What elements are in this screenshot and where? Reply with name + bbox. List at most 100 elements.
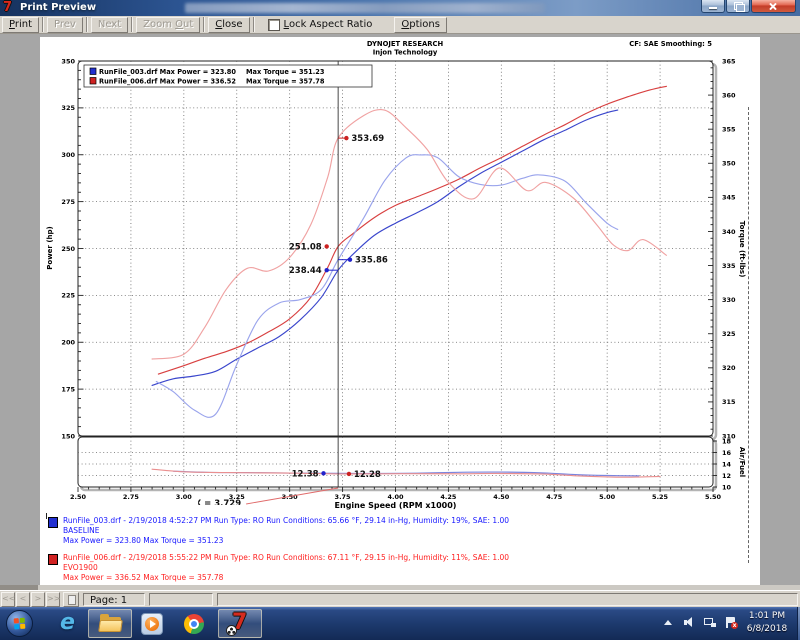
- soccer-ball-icon: [226, 625, 237, 636]
- toolbar-button-print[interactable]: Print: [2, 16, 40, 33]
- legend-torque-text: Max Torque = 351.23: [246, 68, 325, 76]
- x-tick-label: 3.75: [335, 493, 352, 501]
- annotation-label: 251.08: [289, 242, 322, 252]
- tray-hidden-icons-arrow[interactable]: [664, 620, 672, 625]
- window-title: Print Preview: [20, 2, 97, 13]
- close-button[interactable]: [751, 0, 796, 13]
- network-icon[interactable]: [704, 617, 716, 629]
- legend-torque-text: Max Torque = 357.78: [246, 77, 325, 85]
- run-result-baseline: RunFile_003.drf - 2/19/2018 4:52:27 PM R…: [48, 516, 509, 546]
- annotation-label: 238.44: [289, 266, 322, 276]
- annotation-dot: [347, 257, 353, 262]
- power-tick-label: 200: [61, 339, 75, 347]
- x-tick-label: 4.50: [493, 493, 510, 501]
- toolbar-separator: [131, 17, 134, 32]
- power-tick-label: 350: [61, 57, 75, 65]
- action-center-flag-icon[interactable]: x: [725, 617, 738, 630]
- torque-axis-title: Torque (ft-lbs): [738, 221, 746, 278]
- lock-aspect-label[interactable]: Lock Aspect Ratio: [283, 19, 373, 30]
- power-tick-label: 225: [61, 292, 75, 300]
- volume-icon[interactable]: [684, 617, 696, 629]
- torque-tick-label: 315: [722, 398, 736, 406]
- goto-page-button[interactable]: [63, 592, 79, 607]
- status-bar: << < > >> Page: 1: [0, 590, 800, 608]
- annotation-label: 12.38: [292, 469, 319, 479]
- run-color-swatch: [48, 554, 58, 565]
- x-tick-label: 2.50: [70, 493, 87, 501]
- media-player-icon: [141, 613, 163, 635]
- toolbar-button-next[interactable]: Next: [90, 16, 129, 33]
- torque-tick-label: 355: [722, 125, 736, 133]
- af-tick-label: 16: [722, 449, 732, 457]
- torque-tick-label: 350: [722, 160, 736, 168]
- toolbar-separator: [203, 17, 206, 32]
- x-tick-label: 4.00: [387, 493, 404, 501]
- taskbar-item-chrome[interactable]: [176, 609, 212, 638]
- toolbar-button-zoom-out[interactable]: Zoom Out: [136, 16, 201, 33]
- torque-tick-label: 360: [722, 91, 736, 99]
- lock-aspect-checkbox[interactable]: [267, 18, 280, 31]
- restore-button[interactable]: [726, 0, 750, 13]
- x-tick-label: 3.50: [282, 493, 299, 501]
- toolbar-separator: [85, 17, 88, 32]
- x-tick-label: 2.75: [123, 493, 140, 501]
- af-tick-label: 14: [722, 460, 732, 468]
- torque-tick-label: 320: [722, 364, 736, 372]
- legend-swatch: [89, 77, 97, 85]
- cursor-label-leader: [246, 487, 339, 505]
- x-tick-label: 5.00: [599, 493, 616, 501]
- torque-tick-label: 335: [722, 262, 736, 270]
- annotation-dot: [321, 471, 326, 476]
- toolbar-button-prev[interactable]: Prev: [47, 16, 83, 33]
- scrollbar-thumb[interactable]: [0, 585, 38, 590]
- cursor-x-label: X = 3.729: [195, 499, 242, 509]
- chrome-icon: [184, 614, 204, 634]
- run-name: BASELINE: [63, 526, 100, 535]
- show-desktop-button[interactable]: [797, 607, 800, 640]
- print-margin-guide: [748, 107, 749, 563]
- chart-correction-note: CF: SAE Smoothing: 5: [629, 40, 712, 48]
- taskbar-item-winpep[interactable]: 7: [218, 609, 262, 638]
- gridlines: [78, 61, 713, 487]
- toolbar-button-options[interactable]: Options: [394, 16, 447, 33]
- print-preview-toolbar: Print Prev Next Zoom Out Close Lock Aspect R…: [0, 16, 800, 34]
- app-icon: 7: [3, 0, 13, 15]
- annotation-dot: [324, 244, 329, 249]
- series-curves: [151, 85, 667, 478]
- windows-logo-icon: [13, 617, 27, 630]
- taskbar-item-file-explorer[interactable]: [88, 609, 132, 638]
- torque-tick-label: 340: [722, 228, 736, 236]
- toolbar-separator: [252, 17, 255, 32]
- x-tick-label: 4.25: [440, 493, 457, 501]
- minimize-icon: [709, 7, 717, 9]
- power-tick-label: 325: [61, 104, 75, 112]
- run-max-values: Max Power = 323.80 Max Torque = 351.23: [63, 536, 224, 545]
- annotation-dot: [344, 135, 349, 141]
- power-tick-label: 250: [61, 245, 75, 253]
- minimize-button[interactable]: [701, 0, 725, 13]
- chart-legend: RunFile_003.drf Max Power = 323.80 Max To…: [83, 64, 373, 88]
- taskbar-item-internet-explorer[interactable]: e: [50, 609, 86, 638]
- horizontal-scrollbar[interactable]: [0, 585, 800, 590]
- annotation-dot: [324, 267, 329, 273]
- toolbar-button-close[interactable]: Close: [208, 16, 250, 33]
- legend-power-text: RunFile_006.drf Max Power = 336.52: [99, 77, 236, 85]
- nav-button-next[interactable]: >: [31, 592, 45, 607]
- run-name: EVO1900: [63, 563, 98, 572]
- torque-tick-label: 345: [722, 194, 736, 202]
- taskbar-clock[interactable]: 1:01 PM 6/8/2018: [738, 610, 796, 636]
- annotation-dot: [346, 471, 352, 477]
- taskbar-item-media-player[interactable]: [134, 609, 170, 638]
- x-tick-label: 5.50: [705, 493, 722, 501]
- af-tick-label: 10: [722, 483, 732, 491]
- nav-button-prev[interactable]: <: [16, 592, 30, 607]
- nav-button-last[interactable]: >>: [46, 592, 60, 607]
- annotation-label: 353.69: [351, 134, 384, 144]
- start-button[interactable]: [6, 610, 33, 637]
- torque-tick-label: 310: [722, 432, 736, 440]
- nav-button-first[interactable]: <<: [1, 592, 15, 607]
- clock-time: 1:01 PM: [748, 611, 786, 621]
- run-max-values: Max Power = 336.52 Max Torque = 357.78: [63, 573, 224, 582]
